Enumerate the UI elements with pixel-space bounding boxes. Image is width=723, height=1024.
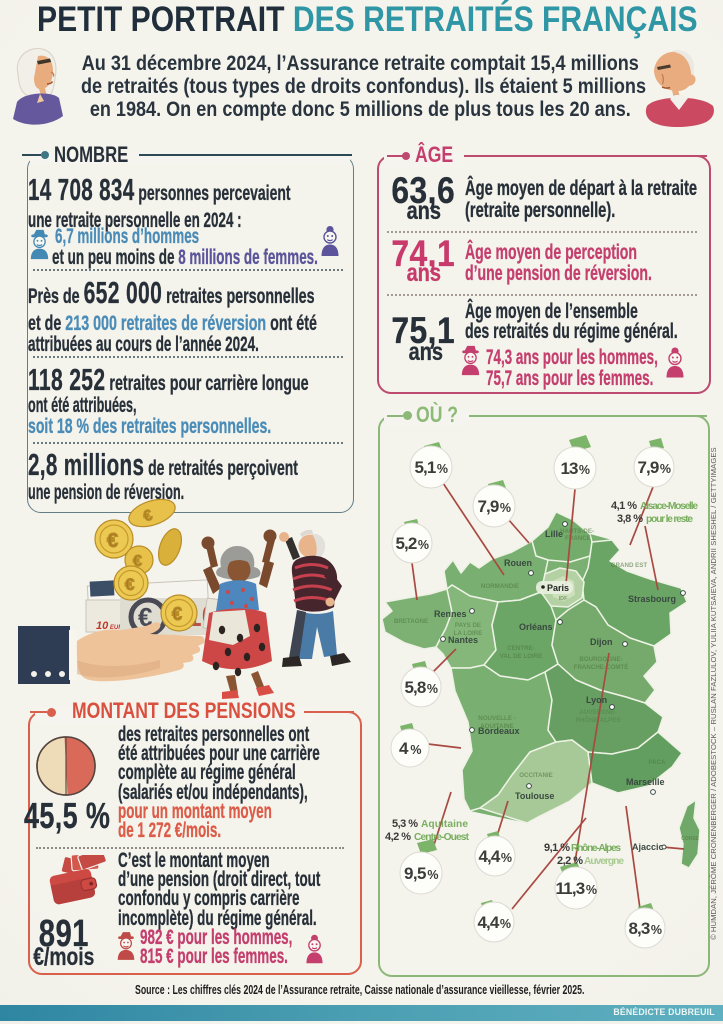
svg-text:CENTRE-: CENTRE-	[507, 645, 535, 652]
svg-text:AQUITAINE: AQUITAINE	[480, 723, 514, 730]
svg-text:VAL DE LOIRE: VAL DE LOIRE	[500, 653, 543, 660]
svg-text:Ajaccio: Ajaccio	[632, 842, 665, 852]
svg-text:Auvergne: Auvergne	[584, 856, 624, 867]
svg-text:Alsace-Moselle: Alsace-Moselle	[640, 501, 698, 512]
svg-text:Dijon: Dijon	[590, 637, 613, 647]
svg-text:GRAND EST: GRAND EST	[611, 562, 648, 569]
svg-text:Paris: Paris	[547, 583, 569, 593]
svg-text:CORSE: CORSE	[681, 836, 699, 842]
svg-text:9,1 %: 9,1 %	[544, 842, 570, 854]
svg-text:€: €	[125, 575, 135, 594]
svg-text:13%: 13%	[561, 459, 590, 478]
svg-text:Rennes: Rennes	[434, 609, 467, 619]
svg-text:€: €	[138, 602, 152, 632]
svg-text:5,2%: 5,2%	[396, 534, 429, 553]
svg-text:5,1%: 5,1%	[415, 458, 448, 477]
svg-text:PAYS DE: PAYS DE	[455, 622, 481, 629]
svg-text:Rouen: Rouen	[504, 558, 532, 568]
svg-text:€: €	[133, 553, 142, 570]
svg-text:Aquitaine: Aquitaine	[421, 819, 468, 830]
svg-text:7,9%: 7,9%	[478, 497, 511, 516]
svg-text:Nantes: Nantes	[448, 635, 478, 645]
svg-text:FRANCHE-COMTÉ: FRANCHE-COMTÉ	[574, 663, 629, 671]
svg-text:OCCITANIE: OCCITANIE	[519, 772, 553, 779]
svg-text:€: €	[172, 604, 182, 624]
svg-text:IDF: IDF	[559, 596, 569, 602]
svg-text:4,4%: 4,4%	[478, 913, 511, 932]
svg-text:Bordeaux: Bordeaux	[478, 726, 520, 736]
svg-text:FRANCE: FRANCE	[565, 535, 591, 542]
svg-text:Centre-Ouest: Centre-Ouest	[414, 832, 470, 843]
svg-text:AUVERGNE-: AUVERGNE-	[579, 709, 616, 716]
svg-text:Orléans: Orléans	[519, 622, 553, 632]
svg-text:4,4%: 4,4%	[479, 847, 512, 866]
svg-text:€: €	[107, 530, 118, 552]
svg-text:HAUTS-DE-: HAUTS-DE-	[560, 528, 594, 535]
svg-text:5,3 %: 5,3 %	[392, 818, 418, 830]
svg-text:11,3%: 11,3%	[556, 879, 597, 898]
svg-text:NOUVELLE -: NOUVELLE -	[478, 715, 515, 722]
svg-text:BRETAGNE: BRETAGNE	[394, 618, 428, 625]
svg-text:PACA: PACA	[648, 759, 666, 766]
svg-text:Lyon: Lyon	[586, 695, 607, 705]
svg-text:Strasbourg: Strasbourg	[628, 594, 676, 604]
svg-text:2,2 %: 2,2 %	[557, 855, 583, 867]
svg-text:Lille: Lille	[545, 529, 563, 539]
svg-text:Rhône-Alpes: Rhône-Alpes	[571, 843, 621, 854]
svg-text:NORMANDIE: NORMANDIE	[481, 583, 519, 590]
svg-text:3,8 %: 3,8 %	[617, 513, 643, 525]
svg-text:pour le reste: pour le reste	[646, 514, 693, 525]
svg-text:5,8%: 5,8%	[405, 678, 438, 697]
svg-text:8,3%: 8,3%	[629, 919, 662, 938]
svg-text:Toulouse: Toulouse	[515, 791, 554, 801]
svg-text:4%: 4%	[399, 739, 421, 758]
svg-text:BOURGOGNE-: BOURGOGNE-	[579, 656, 622, 663]
svg-text:7,9%: 7,9%	[638, 458, 671, 477]
svg-text:4,1 %: 4,1 %	[611, 500, 637, 512]
svg-text:LA LOIRE: LA LOIRE	[454, 630, 483, 637]
svg-text:9,5%: 9,5%	[404, 864, 438, 883]
svg-text:Marseille: Marseille	[626, 777, 665, 787]
svg-text:4,2 %: 4,2 %	[385, 831, 411, 843]
